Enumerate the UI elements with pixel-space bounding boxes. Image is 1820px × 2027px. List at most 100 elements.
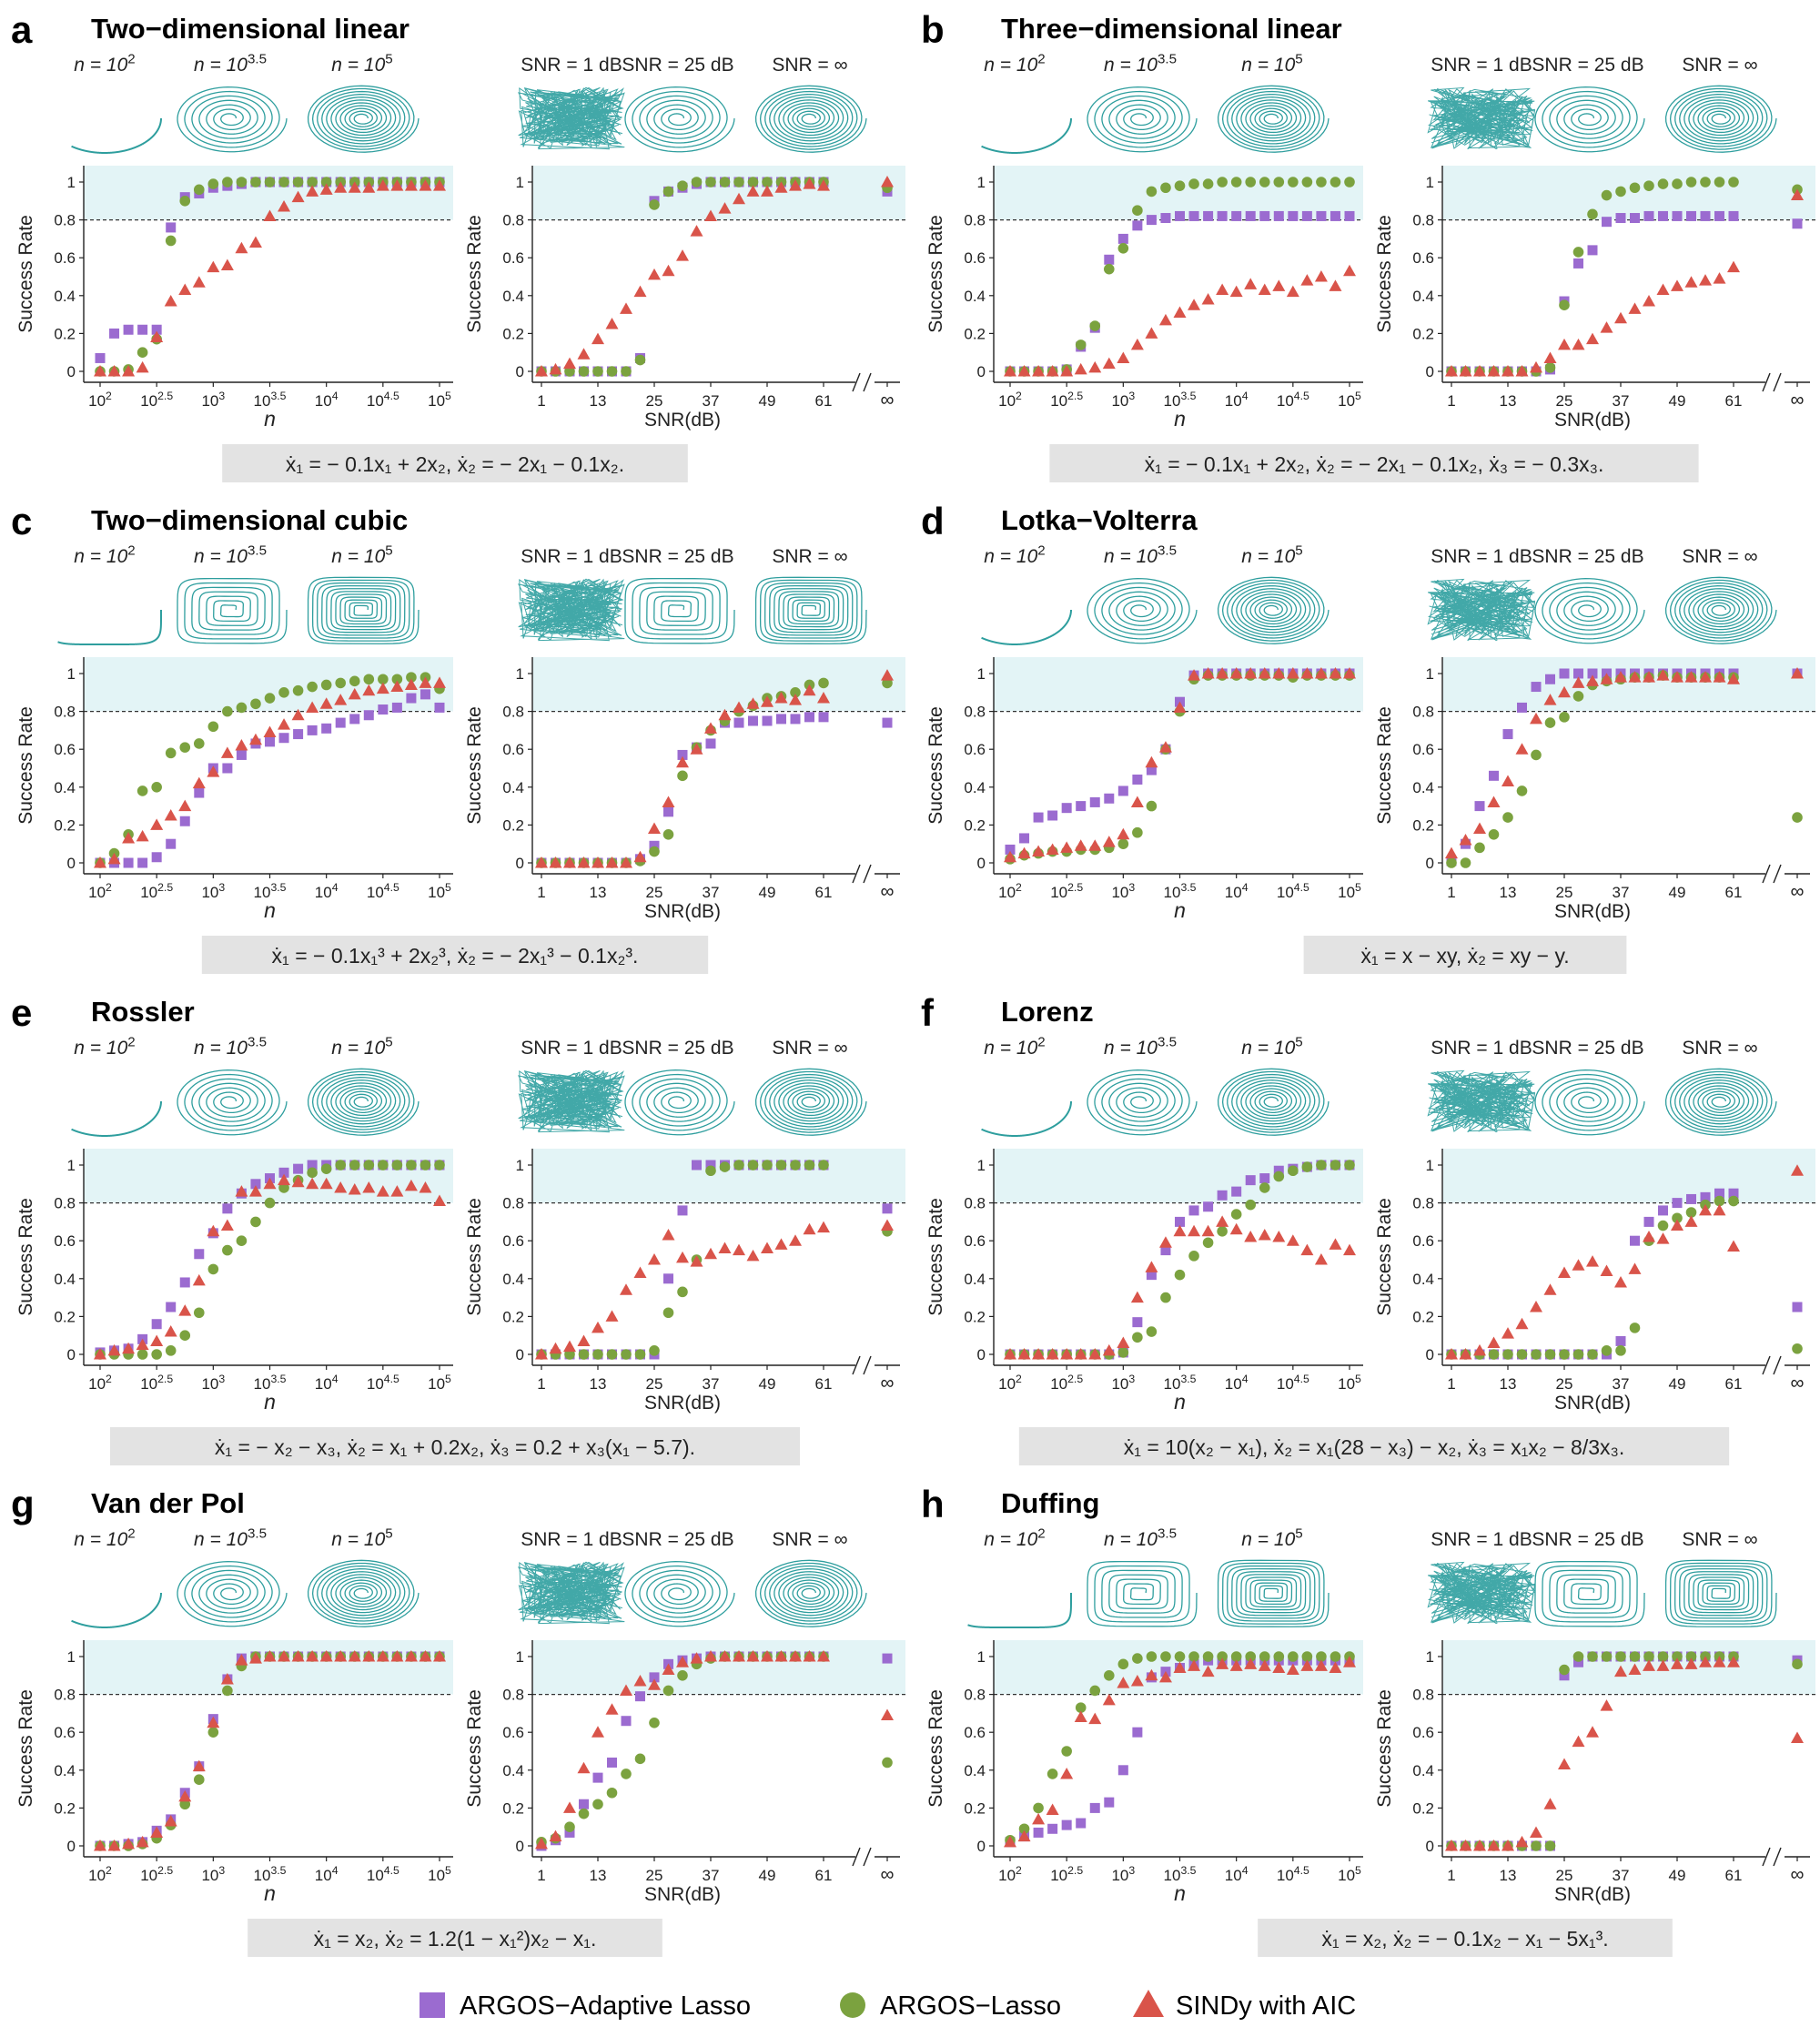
- sindy-aic-point: [648, 822, 661, 835]
- lasso-point: [1657, 178, 1669, 189]
- sindy-aic-point: [774, 1238, 788, 1250]
- y-axis-title: Success Rate: [925, 215, 946, 333]
- n-sample-header: n = 105: [1241, 1035, 1302, 1059]
- sindy-aic-point: [306, 701, 319, 713]
- adaptive-lasso-point: [677, 1205, 688, 1216]
- sindy-aic-point: [278, 1650, 291, 1662]
- success-band: [84, 166, 453, 220]
- sindy-aic-point: [150, 1826, 164, 1838]
- lasso-point: [677, 1670, 688, 1681]
- x-tick-label: 37: [1613, 392, 1630, 410]
- x-tick-label: 105: [1338, 1864, 1361, 1884]
- snr-header: SNR = 1 dB: [1431, 546, 1532, 567]
- trajectory-thumbnail: [1217, 85, 1330, 153]
- n-sample-header: n = 105: [1241, 1526, 1302, 1550]
- y-tick-label: 0.2: [1412, 816, 1434, 834]
- sindy-aic-point: [1244, 1657, 1258, 1669]
- y-tick-label: 0.6: [964, 249, 986, 267]
- lasso-point: [1672, 1651, 1683, 1662]
- y-axis-title: Success Rate: [15, 215, 36, 333]
- lasso-point: [662, 1307, 674, 1319]
- lasso-point: [307, 177, 318, 187]
- lasso-point: [1572, 247, 1584, 258]
- x-tick-label: 104.5: [1277, 1373, 1309, 1393]
- sindy-aic-point: [592, 1726, 604, 1738]
- adaptive-lasso-point: [307, 1160, 318, 1171]
- lasso-point: [747, 1160, 759, 1171]
- adaptive-lasso-point: [1117, 785, 1128, 796]
- sindy-aic-point: [1684, 671, 1698, 683]
- sindy-aic-point: [1088, 1348, 1102, 1360]
- snr-plot: 0 0.2 0.4 0.6 0.8 1 Success Rate 1 13 25 37 49 61 ∞ SN…: [1374, 657, 1815, 922]
- y-tick-label: 0: [977, 855, 986, 872]
- equation-text: ẋ₁ = x₂, ẋ₂ = − 0.1x₂ − x₁ − 5x₁³.: [1321, 1927, 1608, 1951]
- y-tick-label: 0.8: [964, 704, 986, 721]
- y-tick-label: 1: [1426, 1157, 1434, 1174]
- n-sample-header: n = 105: [1241, 52, 1302, 76]
- adaptive-lasso-point: [1245, 210, 1256, 221]
- x-axis-title: SNR(dB): [644, 410, 721, 431]
- lasso-point: [1117, 1347, 1129, 1358]
- success-band: [1442, 166, 1815, 220]
- sindy-aic-point: [577, 1334, 591, 1346]
- sindy-aic-point: [1244, 1231, 1258, 1242]
- n-sample-header: n = 103.5: [194, 52, 267, 76]
- sindy-aic-point: [348, 1650, 361, 1662]
- sindy-aic-point: [1158, 741, 1172, 753]
- x-axis-title: SNR(dB): [1554, 1884, 1631, 1905]
- sindy-aic-point: [1445, 365, 1458, 377]
- adaptive-lasso-point: [1643, 1216, 1654, 1227]
- adaptive-lasso-point: [1559, 1670, 1570, 1681]
- trajectory-thumbnail: [754, 576, 867, 644]
- sindy-aic-point: [803, 1650, 816, 1662]
- sindy-aic-point: [1088, 360, 1102, 373]
- trajectory-thumbnail: [177, 1561, 288, 1627]
- y-tick-label: 0: [977, 1346, 986, 1363]
- y-tick-label: 1: [977, 174, 986, 191]
- adaptive-lasso-point: [1288, 210, 1299, 221]
- y-axis-title: Success Rate: [464, 215, 485, 333]
- y-tick-label: 0.2: [964, 325, 986, 342]
- adaptive-lasso-point: [1502, 729, 1513, 740]
- sindy-aic-point: [817, 692, 830, 704]
- equation-box: [1018, 1427, 1730, 1465]
- lasso-point: [1075, 1702, 1087, 1713]
- lasso-point: [649, 1345, 660, 1356]
- legend-label: ARGOS−Adaptive Lasso: [460, 1992, 751, 2021]
- adaptive-lasso-point: [1714, 1188, 1724, 1199]
- y-tick-label: 0.8: [502, 1687, 524, 1704]
- sindy-aic-point: [1004, 850, 1016, 863]
- sindy-aic-point: [362, 1650, 376, 1662]
- sindy-aic-point: [1060, 1348, 1074, 1360]
- trajectory-thumbnail: [1087, 86, 1198, 153]
- y-tick-label: 0.8: [1412, 1687, 1434, 1704]
- sindy-aic-point: [1628, 1663, 1642, 1676]
- lasso-point: [634, 354, 646, 366]
- sindy-aic-point: [136, 1338, 149, 1351]
- snr-plot: 0 0.2 0.4 0.6 0.8 1 Success Rate 1 13 25 37 49 61 ∞ SN…: [1374, 166, 1815, 431]
- adaptive-lasso-point: [692, 1160, 702, 1171]
- sindy-aic-point: [1229, 285, 1243, 298]
- sindy-aic-point: [150, 330, 164, 343]
- adaptive-lasso-point: [391, 702, 402, 713]
- adaptive-lasso-point: [705, 738, 716, 749]
- trajectory-thumbnail: [307, 85, 420, 153]
- trajectory-thumbnail: [624, 1561, 735, 1627]
- adaptive-lasso-point: [123, 324, 134, 335]
- snr-header: SNR = 25 dB: [1532, 1529, 1643, 1550]
- panel-title: Three−dimensional linear: [1001, 13, 1342, 45]
- sindy-aic-point: [1272, 279, 1286, 291]
- adaptive-lasso-point: [1132, 1727, 1143, 1738]
- sindy-aic-point: [1286, 667, 1299, 679]
- sindy-aic-point: [278, 1173, 291, 1186]
- sindy-aic-point: [1088, 1712, 1102, 1725]
- panel-title: Rossler: [91, 996, 195, 1028]
- sindy-aic-point: [690, 1652, 703, 1664]
- adaptive-lasso-point: [1203, 1201, 1214, 1212]
- lasso-point: [1544, 1349, 1556, 1360]
- x-tick-label: 1: [537, 884, 545, 901]
- x-tick-label: 103: [201, 1373, 225, 1393]
- sindy-aic-point: [404, 1179, 418, 1191]
- sindy-aic-point: [1515, 1317, 1529, 1330]
- sindy-aic-point: [404, 1650, 418, 1662]
